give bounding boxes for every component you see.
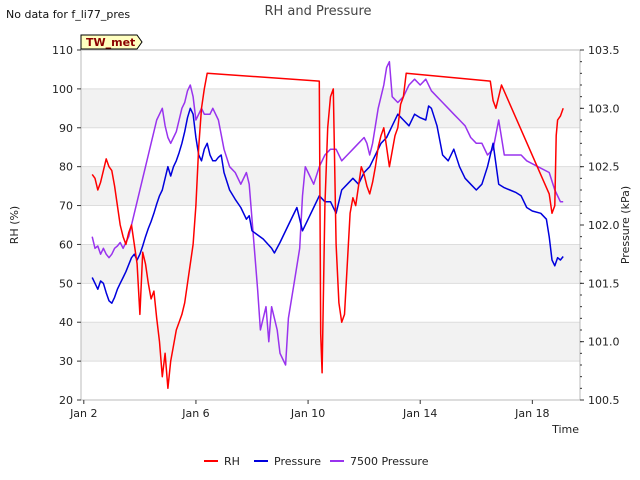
y-tick-label: 40 xyxy=(59,316,73,329)
x-tick-label: Jan 10 xyxy=(290,407,325,420)
series-layer xyxy=(91,60,564,390)
y-tick-label: 60 xyxy=(59,238,73,251)
legend-label: RH xyxy=(224,455,240,468)
y2-tick-label: 100.5 xyxy=(588,394,620,407)
y-tick-label: 30 xyxy=(59,355,73,368)
no-data-note: No data for f_li77_pres xyxy=(6,8,130,21)
series-line-pressure xyxy=(91,105,564,304)
y-tick-label: 20 xyxy=(59,394,73,407)
axes-layer: 20 30 40 50 60 70 80 90 100 110 100.5 101.0 101.5 102… xyxy=(52,44,620,420)
y2-tick-label: 101.5 xyxy=(588,277,620,290)
grid-band xyxy=(81,50,580,89)
chart-title: RH and Pressure xyxy=(264,4,371,19)
grid-band xyxy=(81,361,580,400)
grid-band xyxy=(81,322,580,362)
y2-tick-label: 102.5 xyxy=(588,161,620,174)
y-tick-label: 70 xyxy=(59,200,73,213)
series-line-7500-pressure xyxy=(91,60,564,366)
y-tick-label: 90 xyxy=(59,122,73,135)
grid-band xyxy=(81,205,580,245)
grid-band xyxy=(81,127,580,167)
y-tick-label: 50 xyxy=(59,277,73,290)
y2-tick-label: 103.0 xyxy=(588,102,620,115)
badge-shape xyxy=(80,34,143,50)
y-axis-label: RH (%) xyxy=(8,206,21,244)
y2-tick-label: 102.0 xyxy=(588,219,620,232)
y-tick-label: 100 xyxy=(52,83,73,96)
x-tick-label: Jan 18 xyxy=(514,407,549,420)
y2-tick-label: 103.5 xyxy=(588,44,620,57)
legend-label: 7500 Pressure xyxy=(350,455,429,468)
badge: TW_met xyxy=(80,34,143,50)
legend: RH Pressure 7500 Pressure xyxy=(204,455,429,468)
y-tick-label: 80 xyxy=(59,161,73,174)
y2-axis-label: Pressure (kPa) xyxy=(619,186,632,264)
y2-tick-label: 101.0 xyxy=(588,336,620,349)
badge-label: TW_met xyxy=(86,36,135,49)
grid-band xyxy=(81,244,580,284)
grid-band xyxy=(81,283,580,323)
x-tick-label: Jan 2 xyxy=(69,407,97,420)
legend-label: Pressure xyxy=(274,455,321,468)
grid-band xyxy=(81,166,580,206)
y-tick-label: 110 xyxy=(52,44,73,57)
x-tick-label: Jan 14 xyxy=(402,407,437,420)
x-axis-label: Time xyxy=(551,423,579,436)
x-tick-label: Jan 6 xyxy=(181,407,209,420)
series-line-rh xyxy=(91,72,564,390)
